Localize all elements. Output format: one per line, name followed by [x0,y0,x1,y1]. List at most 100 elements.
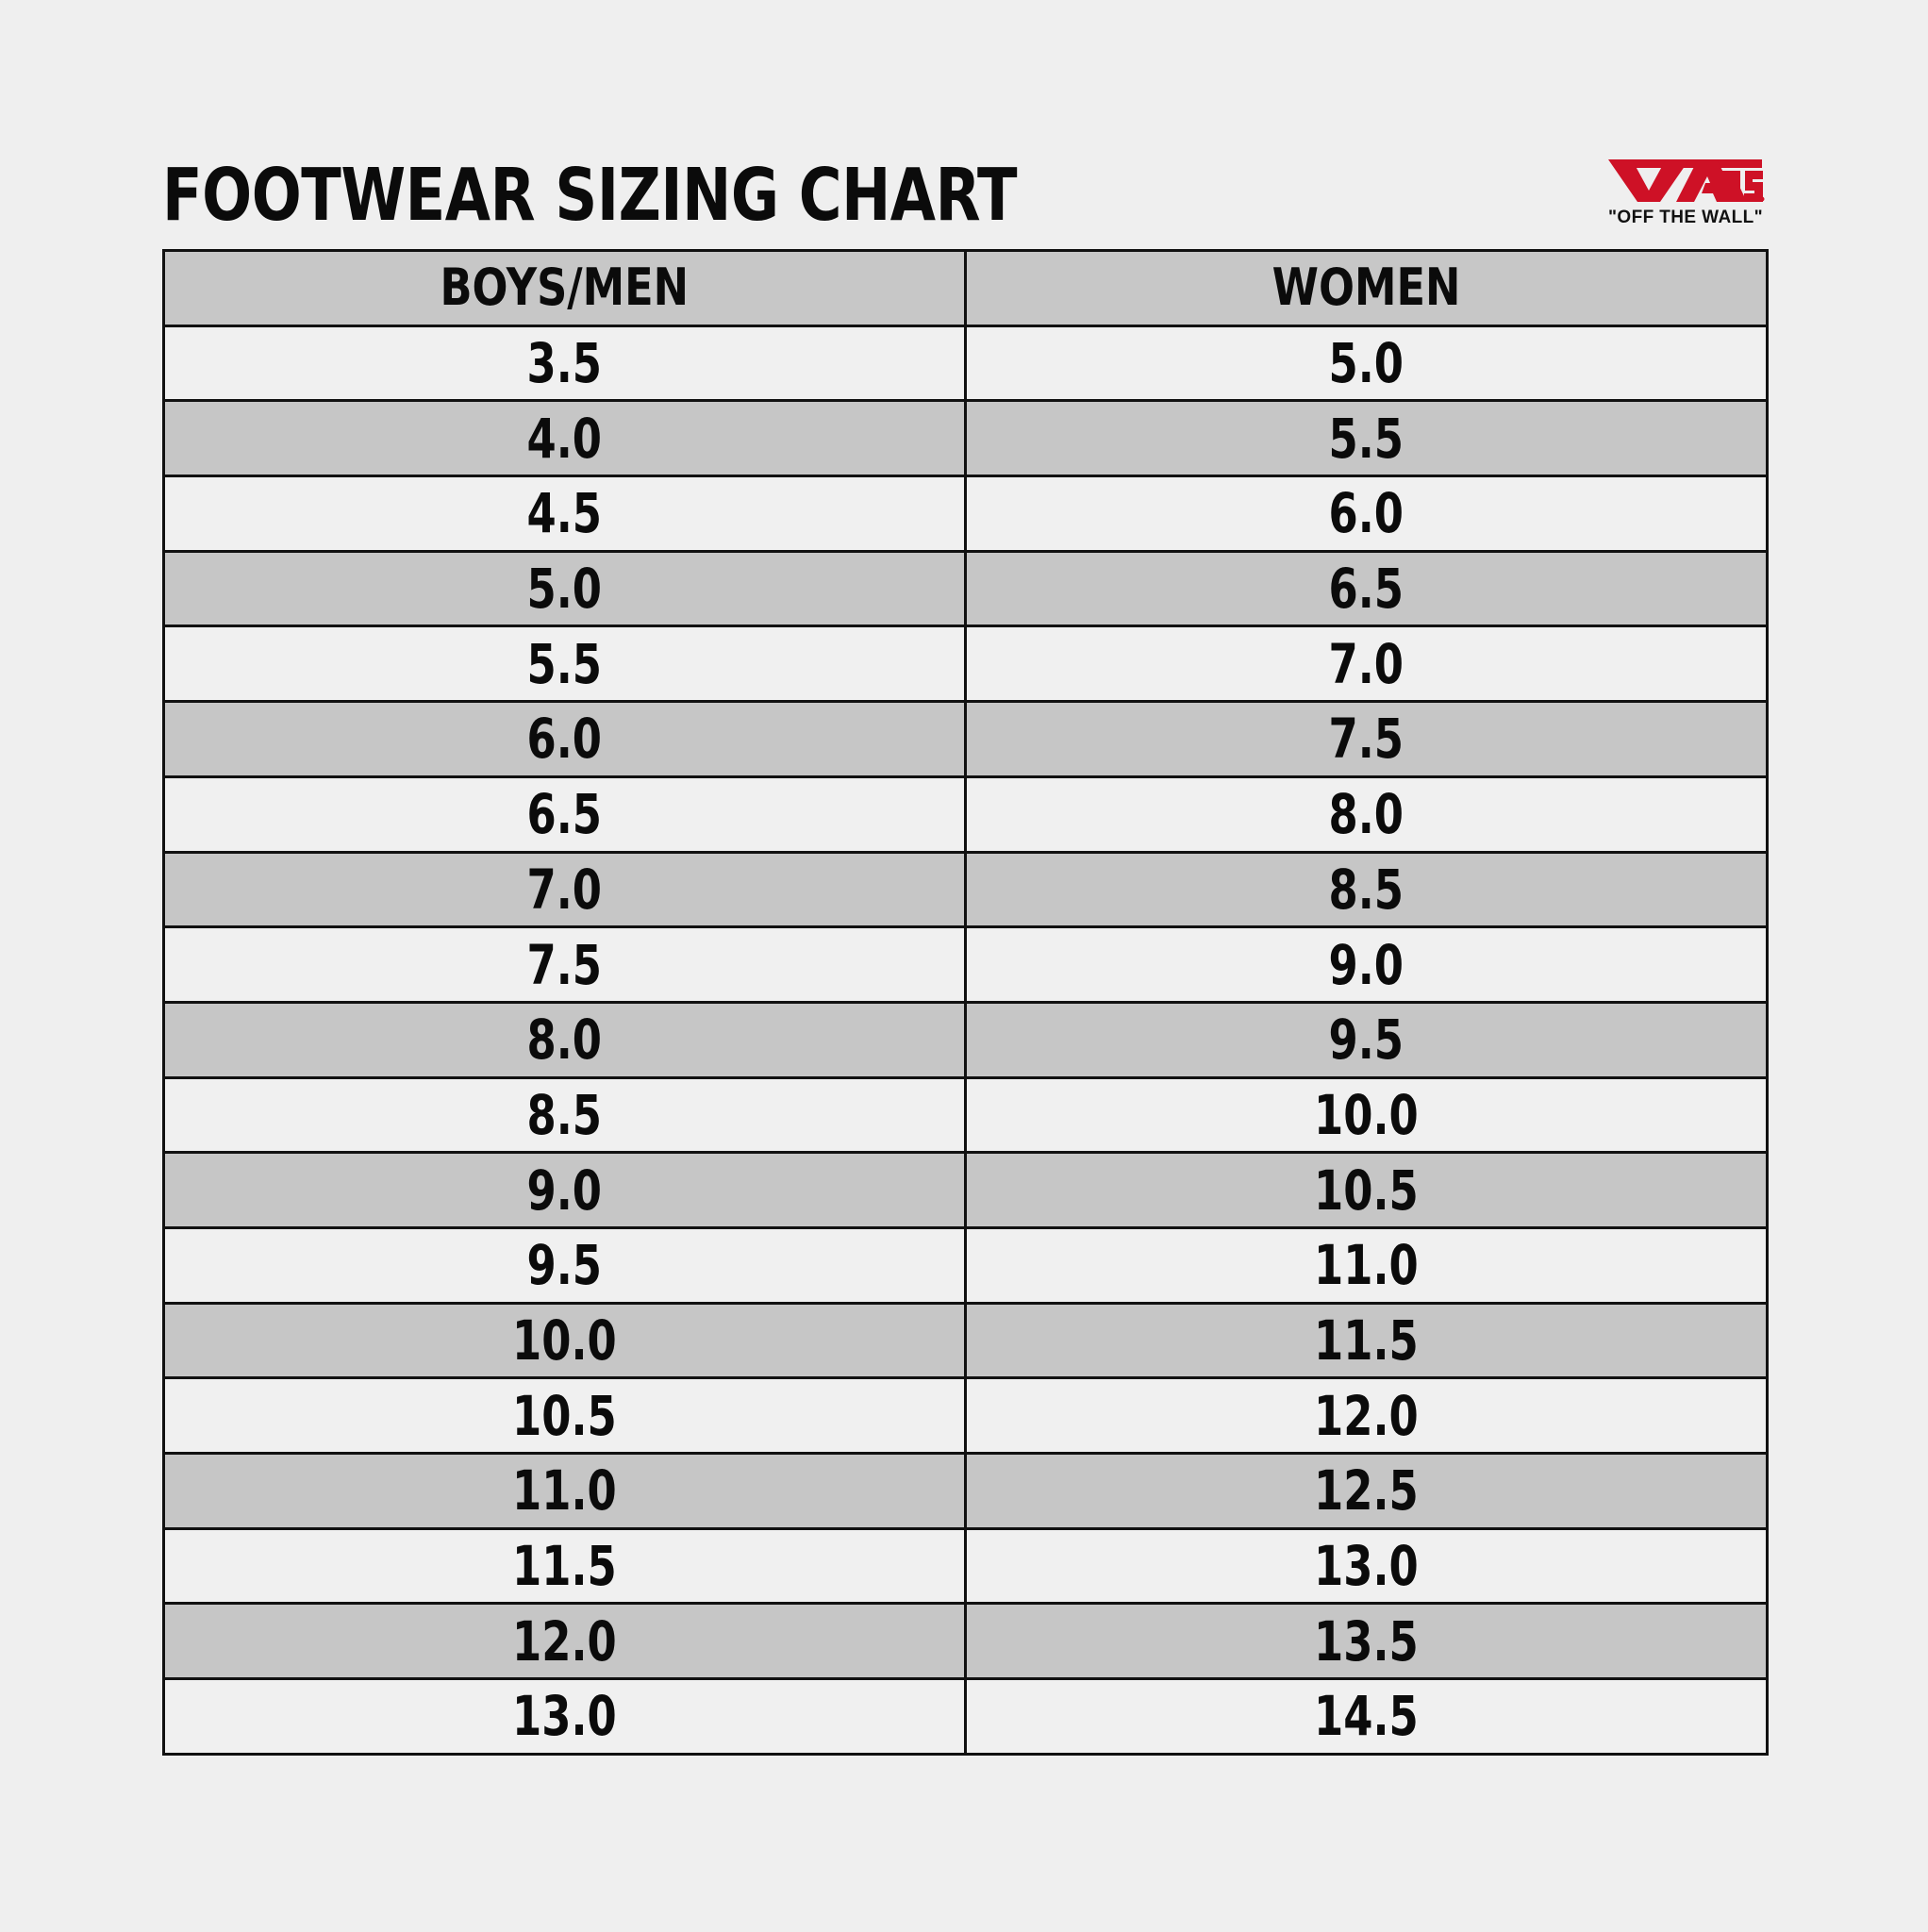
size-value: 8.5 [526,1082,603,1147]
table-row: 5.0 6.5 [162,549,1769,628]
cell-boys-men-size: 5.5 [162,625,967,704]
cell-boys-men-size: 10.0 [162,1301,967,1380]
size-value: 5.5 [526,631,603,696]
cell-women-size: 13.5 [964,1602,1769,1681]
vans-tagline: "OFF THE WALL" [1608,208,1763,227]
chart-header: FOOTWEAR SIZING CHART [162,121,1766,232]
column-header-women: WOMEN [964,249,1769,327]
cell-women-size: 14.5 [964,1677,1769,1756]
cell-boys-men-size: 12.0 [162,1602,967,1681]
size-value: 13.0 [512,1684,617,1749]
size-value: 7.5 [1328,707,1404,772]
table-row: 9.0 10.5 [162,1151,1769,1229]
cell-women-size: 10.5 [964,1151,1769,1229]
size-value: 6.5 [526,782,603,847]
cell-boys-men-size: 7.0 [162,850,967,929]
size-value: 10.0 [1314,1082,1419,1147]
size-value: 6.0 [1328,481,1404,546]
size-value: 7.0 [526,857,603,922]
cell-women-size: 11.5 [964,1301,1769,1380]
size-value: 12.0 [1314,1383,1419,1448]
table-row: 7.0 8.5 [162,850,1769,929]
size-value: 11.0 [1314,1233,1419,1298]
size-value: 5.0 [1328,331,1404,396]
table-row: 8.0 9.5 [162,1000,1769,1079]
size-value: 6.5 [1328,557,1404,622]
table-row: 13.0 14.5 [162,1677,1769,1756]
size-value: 4.0 [526,406,603,471]
table-row: 10.0 11.5 [162,1301,1769,1380]
table-row: 11.5 13.0 [162,1526,1769,1606]
cell-women-size: 6.5 [964,549,1769,628]
cell-women-size: 8.0 [964,774,1769,854]
size-value: 5.5 [1328,406,1404,471]
size-value: 11.5 [1314,1307,1419,1373]
cell-boys-men-size: 5.0 [162,549,967,628]
cell-women-size: 13.0 [964,1526,1769,1606]
size-value: 6.0 [526,707,603,772]
cell-boys-men-size: 7.5 [162,925,967,1004]
cell-boys-men-size: 11.0 [162,1452,967,1530]
table-row: 5.5 7.0 [162,625,1769,704]
size-value: 7.0 [1328,631,1404,696]
size-value: 10.5 [512,1383,617,1448]
table-row: 8.5 10.0 [162,1075,1769,1155]
size-value: 12.0 [512,1608,617,1674]
size-value: 9.0 [1328,932,1404,997]
size-value: 10.0 [512,1307,617,1373]
table-header-row: BOYS/MEN WOMEN [162,249,1769,327]
page-title: FOOTWEAR SIZING CHART [162,154,1018,238]
cell-women-size: 12.0 [964,1376,1769,1455]
vans-wordmark-icon [1605,157,1766,202]
cell-boys-men-size: 9.5 [162,1225,967,1305]
cell-women-size: 7.0 [964,625,1769,704]
size-value: 8.5 [1328,857,1404,922]
size-value: 11.5 [512,1534,617,1599]
cell-boys-men-size: 4.5 [162,475,967,553]
cell-boys-men-size: 10.5 [162,1376,967,1455]
table-row: 10.5 12.0 [162,1376,1769,1455]
size-value: 13.0 [1314,1534,1419,1599]
cell-boys-men-size: 3.5 [162,324,967,403]
cell-women-size: 6.0 [964,475,1769,553]
table-row: 4.5 6.0 [162,475,1769,553]
column-header-boys-men-label: BOYS/MEN [440,258,690,318]
table-header: BOYS/MEN WOMEN [162,249,1769,327]
size-value: 8.0 [1328,782,1404,847]
table-row: 9.5 11.0 [162,1225,1769,1305]
table-row: 3.5 5.0 [162,324,1769,403]
cell-women-size: 5.5 [964,399,1769,478]
table-row: 6.5 8.0 [162,774,1769,854]
column-header-boys-men: BOYS/MEN [162,249,967,327]
size-value: 13.5 [1314,1608,1419,1674]
table-row: 6.0 7.5 [162,700,1769,778]
cell-women-size: 5.0 [964,324,1769,403]
cell-boys-men-size: 8.5 [162,1075,967,1155]
size-value: 11.0 [512,1458,617,1524]
cell-boys-men-size: 11.5 [162,1526,967,1606]
column-header-women-label: WOMEN [1271,258,1461,318]
cell-women-size: 10.0 [964,1075,1769,1155]
cell-boys-men-size: 6.0 [162,700,967,778]
size-value: 12.5 [1314,1458,1419,1524]
cell-women-size: 8.5 [964,850,1769,929]
cell-women-size: 11.0 [964,1225,1769,1305]
cell-boys-men-size: 13.0 [162,1677,967,1756]
cell-women-size: 9.0 [964,925,1769,1004]
cell-boys-men-size: 6.5 [162,774,967,854]
cell-women-size: 12.5 [964,1452,1769,1530]
cell-boys-men-size: 4.0 [162,399,967,478]
size-value: 9.0 [526,1158,603,1223]
cell-women-size: 9.5 [964,1000,1769,1079]
cell-boys-men-size: 9.0 [162,1151,967,1229]
size-value: 10.5 [1314,1158,1419,1223]
table-row: 12.0 13.5 [162,1602,1769,1681]
size-value: 9.5 [526,1233,603,1298]
size-value: 4.5 [526,481,603,546]
cell-boys-men-size: 8.0 [162,1000,967,1079]
vans-logo: "OFF THE WALL" [1605,132,1766,238]
size-value: 3.5 [526,331,603,396]
footwear-sizing-table: BOYS/MEN WOMEN 3.5 5.0 4.0 5.5 4.5 6.0 5.0 6.5 5… [162,249,1769,1756]
table-row: 4.0 5.5 [162,399,1769,478]
